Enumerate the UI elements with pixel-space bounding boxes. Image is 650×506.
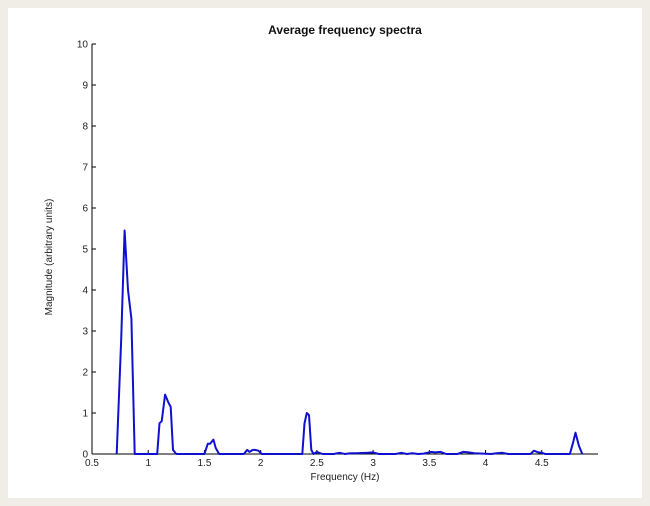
x-tick-label: 0.5 — [85, 458, 99, 469]
spectrum-line — [115, 229, 584, 455]
frequency-spectrum-chart: Average frequency spectra Frequency (Hz)… — [44, 23, 598, 483]
x-tick-label: 2 — [258, 458, 264, 469]
x-tick-label: 3.5 — [422, 458, 436, 469]
x-tick-label: 1 — [145, 458, 151, 469]
y-tick-label: 5 — [82, 245, 88, 256]
x-tick-label: 2.5 — [310, 458, 324, 469]
y-tick-label: 10 — [77, 40, 89, 51]
chart-title: Average frequency spectra — [268, 23, 422, 37]
y-tick-label: 8 — [82, 122, 88, 133]
y-tick-label: 1 — [82, 409, 88, 420]
x-tick-label: 3 — [370, 458, 376, 469]
y-tick-label: 7 — [82, 163, 88, 174]
x-axis-label: Frequency (Hz) — [311, 472, 380, 483]
y-tick-label: 3 — [82, 327, 88, 338]
y-tick-label: 2 — [82, 368, 88, 379]
y-axis-label: Magnitude (arbitrary units) — [44, 199, 55, 316]
figure-frame: Average frequency spectra Frequency (Hz)… — [8, 8, 642, 498]
x-tick-label: 4.5 — [535, 458, 549, 469]
y-tick-label: 4 — [82, 286, 88, 297]
x-tick-label: 4 — [483, 458, 489, 469]
y-tick-label: 0 — [82, 450, 88, 461]
y-tick-label: 6 — [82, 204, 88, 215]
x-tick-label: 1.5 — [197, 458, 211, 469]
y-tick-label: 9 — [82, 81, 88, 92]
